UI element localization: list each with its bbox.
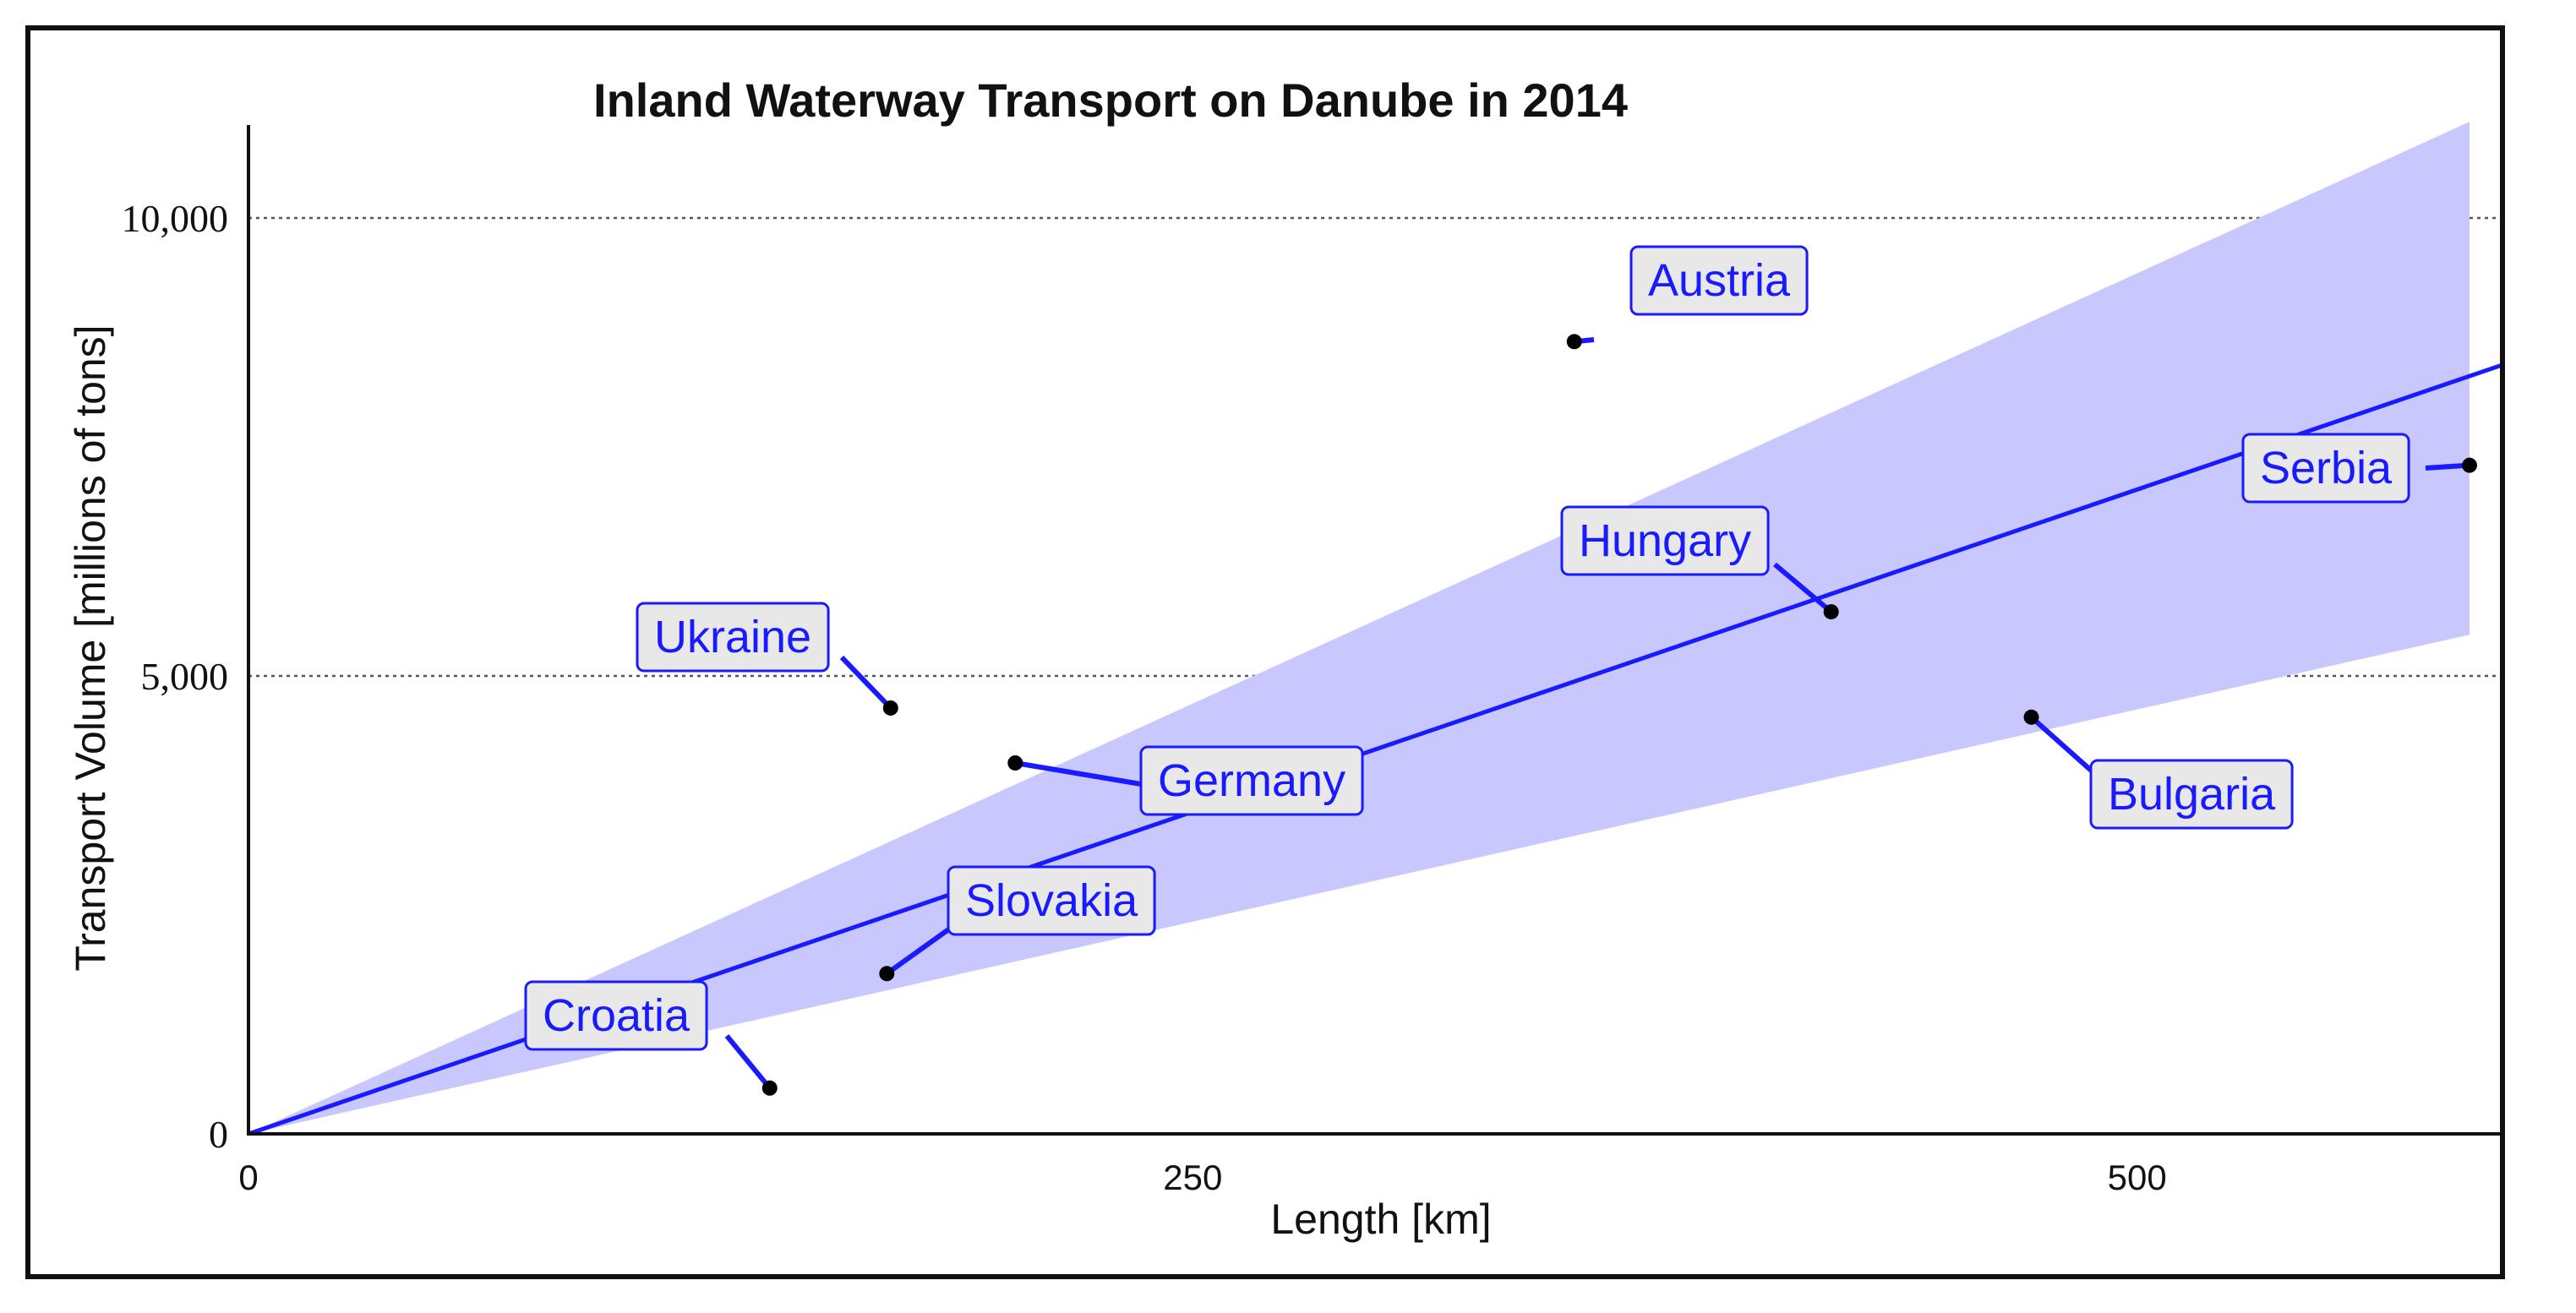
country-labels: Austria Serbia Hungary Ukraine Bulgaria Germa…	[524, 245, 2410, 1051]
label-text-germany: Germany	[1158, 755, 1345, 806]
y-axis-title: Transport Volume [millions of tons]	[67, 324, 114, 971]
chart-frame: Inland Waterway Transport on Danube in 2…	[25, 25, 2505, 1279]
x-tick-labels: 0 250 500	[238, 1158, 2166, 1197]
label-hungary: Hungary	[1560, 505, 1770, 576]
label-croatia: Croatia	[524, 980, 708, 1051]
label-slovakia: Slovakia	[947, 865, 1156, 936]
point-germany	[1007, 755, 1023, 771]
label-box-serbia	[2241, 433, 2410, 504]
point-austria	[1566, 334, 1582, 350]
label-serbia: Serbia	[2241, 433, 2410, 504]
label-box-hungary	[1560, 505, 1770, 576]
leader-germany	[1014, 760, 1142, 787]
scatter-chart: Inland Waterway Transport on Danube in 2…	[67, 74, 2500, 1243]
label-ukraine: Ukraine	[636, 602, 830, 673]
leader-croatia	[724, 1034, 772, 1090]
label-text-ukraine: Ukraine	[654, 612, 811, 662]
point-croatia	[761, 1080, 778, 1096]
label-box-ukraine	[636, 602, 830, 673]
leader-ukraine	[839, 655, 892, 711]
data-points	[761, 334, 2477, 1096]
point-bulgaria	[2023, 709, 2039, 725]
label-box-germany	[1139, 745, 1364, 816]
point-serbia	[2462, 457, 2477, 473]
y-tick-label: 5,000	[141, 655, 229, 698]
label-text-austria: Austria	[1648, 255, 1791, 306]
x-tick-label: 0	[238, 1158, 258, 1197]
label-text-croatia: Croatia	[543, 990, 690, 1041]
label-text-hungary: Hungary	[1579, 515, 1751, 566]
point-hungary	[1823, 604, 1839, 620]
point-ukraine	[882, 700, 898, 716]
y-tick-label: 10,000	[122, 197, 229, 240]
label-austria: Austria	[1629, 245, 1809, 316]
label-box-austria	[1629, 245, 1809, 316]
chart-title: Inland Waterway Transport on Danube in 2…	[593, 74, 1628, 127]
label-germany: Germany	[1139, 745, 1364, 816]
x-axis-title: Length [km]	[1270, 1196, 1491, 1243]
label-box-bulgaria	[2089, 759, 2294, 830]
label-text-bulgaria: Bulgaria	[2108, 769, 2276, 820]
x-tick-label: 250	[1163, 1158, 1222, 1197]
label-bulgaria: Bulgaria	[2089, 759, 2294, 830]
leader-hungary	[1773, 562, 1833, 614]
label-box-croatia	[524, 980, 708, 1051]
point-slovakia	[879, 966, 895, 982]
label-text-slovakia: Slovakia	[965, 875, 1138, 926]
x-tick-label: 500	[2108, 1158, 2167, 1197]
confidence-band	[248, 122, 2470, 1135]
label-text-serbia: Serbia	[2260, 443, 2393, 493]
label-box-slovakia	[947, 865, 1156, 936]
y-tick-labels: 0 5,000 10,000	[122, 197, 229, 1156]
y-tick-label: 0	[209, 1113, 228, 1156]
